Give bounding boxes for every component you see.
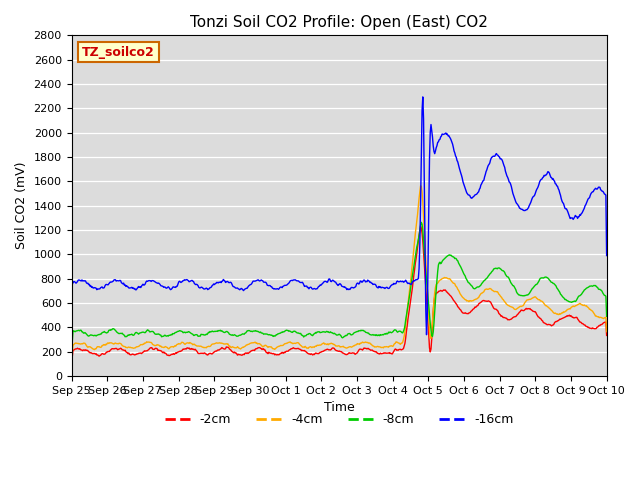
Legend: -2cm, -4cm, -8cm, -16cm: -2cm, -4cm, -8cm, -16cm (159, 408, 518, 431)
Text: TZ_soilco2: TZ_soilco2 (82, 46, 155, 59)
X-axis label: Time: Time (324, 401, 355, 414)
Title: Tonzi Soil CO2 Profile: Open (East) CO2: Tonzi Soil CO2 Profile: Open (East) CO2 (190, 15, 488, 30)
Y-axis label: Soil CO2 (mV): Soil CO2 (mV) (15, 162, 28, 250)
